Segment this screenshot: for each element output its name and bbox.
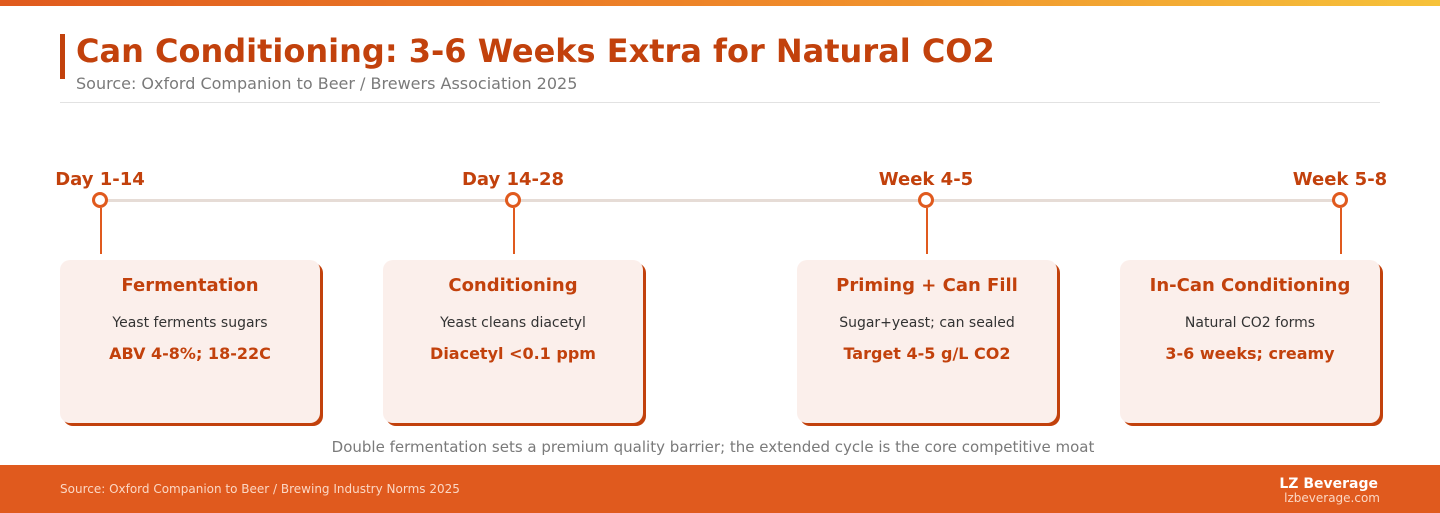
footer-bar: Source: Oxford Companion to Beer / Brewi… bbox=[0, 465, 1440, 513]
stage-card-description: Yeast cleans diacetyl bbox=[440, 315, 586, 331]
stage-card-conditioning: Conditioning Yeast cleans diacetyl Diace… bbox=[383, 260, 643, 423]
stage-card-title: In-Can Conditioning bbox=[1149, 275, 1351, 296]
timeline-connector-1 bbox=[100, 208, 102, 254]
timeline-label-3: Week 4-5 bbox=[878, 169, 974, 190]
stage-card-description: Natural CO2 forms bbox=[1184, 315, 1316, 331]
timeline-connector-3 bbox=[926, 208, 928, 254]
timeline-node-4 bbox=[1332, 192, 1348, 208]
stage-card-title: Priming + Can Fill bbox=[836, 275, 1018, 296]
stage-card-in-can-conditioning: In-Can Conditioning Natural CO2 forms 3-… bbox=[1120, 260, 1380, 423]
stage-card-metric: Target 4-5 g/L CO2 bbox=[843, 344, 1011, 363]
timeline-label-2: Day 14-28 bbox=[461, 169, 565, 190]
timeline-connector-4 bbox=[1340, 208, 1342, 254]
page-title: Can Conditioning: 3-6 Weeks Extra for Na… bbox=[76, 32, 995, 70]
stage-card-description: Sugar+yeast; can sealed bbox=[839, 315, 1015, 331]
stage-card-title: Fermentation bbox=[121, 275, 259, 296]
timeline-axis bbox=[100, 199, 1340, 202]
timeline-node-2 bbox=[505, 192, 521, 208]
top-gradient-bar bbox=[0, 0, 1440, 6]
footer-brand: LZ Beverage bbox=[1279, 476, 1378, 492]
stage-card-fermentation: Fermentation Yeast ferments sugars ABV 4… bbox=[60, 260, 320, 423]
footer-source: Source: Oxford Companion to Beer / Brewi… bbox=[60, 482, 460, 496]
stage-card-metric: ABV 4-8%; 18-22C bbox=[109, 344, 271, 363]
stage-card-title: Conditioning bbox=[448, 275, 578, 296]
timeline-node-3 bbox=[918, 192, 934, 208]
timeline-connector-2 bbox=[513, 208, 515, 254]
title-accent-bar bbox=[60, 34, 65, 79]
stage-card-metric: Diacetyl <0.1 ppm bbox=[430, 344, 596, 363]
timeline-label-4: Week 5-8 bbox=[1292, 169, 1388, 190]
timeline-label-1: Day 1-14 bbox=[55, 169, 145, 190]
summary-caption: Double fermentation sets a premium quali… bbox=[331, 438, 1095, 456]
stage-card-metric: 3-6 weeks; creamy bbox=[1165, 344, 1335, 363]
stage-card-description: Yeast ferments sugars bbox=[112, 315, 268, 331]
page-subtitle: Source: Oxford Companion to Beer / Brewe… bbox=[76, 74, 578, 93]
header-divider bbox=[60, 102, 1380, 103]
footer-url: lzbeverage.com bbox=[1284, 491, 1380, 505]
stage-card-priming: Priming + Can Fill Sugar+yeast; can seal… bbox=[797, 260, 1057, 423]
timeline-node-1 bbox=[92, 192, 108, 208]
